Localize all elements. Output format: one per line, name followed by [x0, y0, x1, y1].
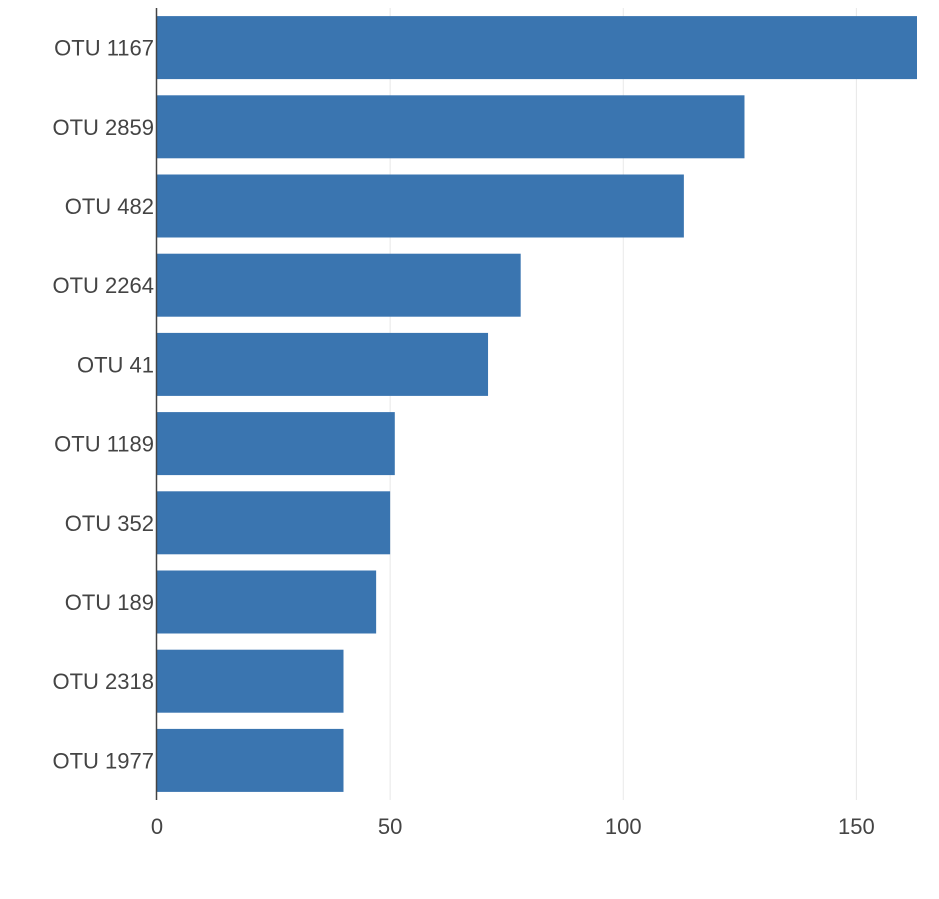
- bar-otu-1189[interactable]: [157, 412, 395, 476]
- bar-otu-482[interactable]: [157, 174, 684, 238]
- bar-otu-41[interactable]: [157, 332, 489, 396]
- category-label: OTU 352: [65, 511, 154, 536]
- x-tick-labels: 0 50 100 150: [151, 814, 875, 839]
- category-labels: OTU 1167 OTU 2859 OTU 482 OTU 2264 OTU 41 OTU…: [53, 36, 155, 774]
- bar-otu-352[interactable]: [157, 491, 391, 555]
- category-label: OTU 2318: [53, 669, 155, 694]
- category-label: OTU 482: [65, 194, 154, 219]
- bar-otu-1167[interactable]: [157, 16, 917, 80]
- category-label: OTU 1189: [54, 432, 154, 457]
- bar-otu-1977[interactable]: [157, 728, 344, 792]
- category-label: OTU 41: [77, 352, 154, 377]
- x-tick-label: 100: [605, 814, 642, 839]
- x-tick-label: 0: [151, 814, 163, 839]
- x-tick-label: 50: [378, 814, 402, 839]
- bar-otu-2859[interactable]: [157, 95, 745, 159]
- bar-otu-189[interactable]: [157, 570, 377, 634]
- category-label: OTU 1167: [54, 36, 154, 61]
- x-tick-label: 150: [838, 814, 875, 839]
- bar-otu-2264[interactable]: [157, 253, 521, 317]
- category-label: OTU 2264: [53, 273, 155, 298]
- category-label: OTU 2859: [53, 115, 155, 140]
- category-label: OTU 189: [65, 590, 154, 615]
- category-label: OTU 1977: [53, 748, 155, 773]
- bars: [157, 16, 917, 792]
- bar-otu-2318[interactable]: [157, 649, 344, 713]
